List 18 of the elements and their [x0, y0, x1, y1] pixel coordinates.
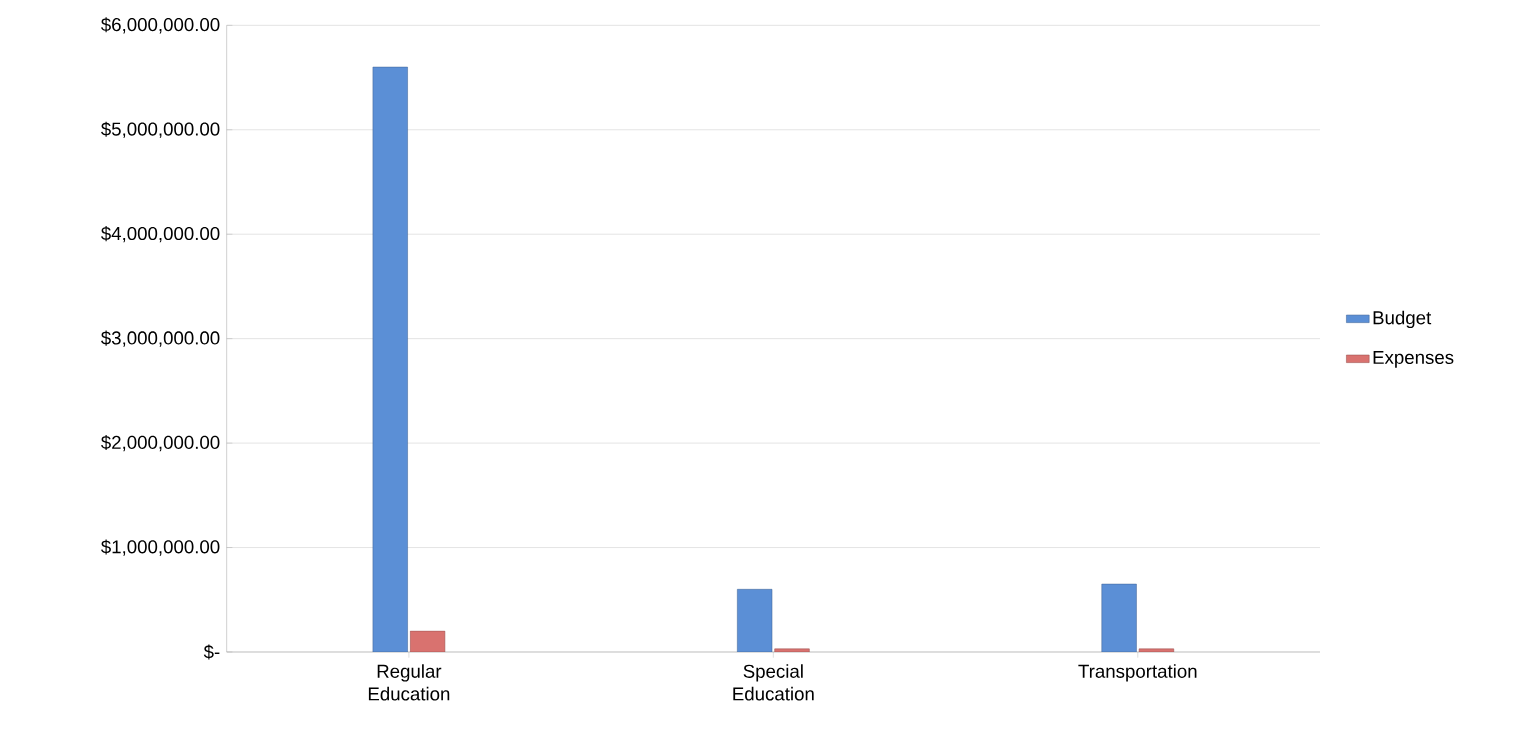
- y-tick-label: $6,000,000.00: [101, 17, 220, 34]
- y-tick-label: $-: [203, 644, 220, 660]
- legend-label: Budget: [1373, 310, 1432, 329]
- x-tick-label: Special Education: [733, 664, 814, 701]
- y-tick-label: $1,000,000.00: [101, 539, 220, 556]
- y-tick-label: $5,000,000.00: [101, 121, 220, 138]
- bar: [1101, 583, 1137, 652]
- bar: [737, 589, 773, 652]
- y-tick-label: $3,000,000.00: [101, 330, 220, 347]
- y-tick-label: $4,000,000.00: [101, 226, 220, 243]
- x-tick-label: Transportation: [1078, 664, 1197, 682]
- x-tick-label: Regular Education: [368, 664, 450, 701]
- bar: [409, 630, 446, 652]
- bar: [372, 66, 408, 652]
- bar: [774, 648, 810, 652]
- bar: [1138, 648, 1175, 652]
- y-tick-label: $2,000,000.00: [101, 434, 220, 452]
- legend-label: Expenses: [1373, 351, 1454, 368]
